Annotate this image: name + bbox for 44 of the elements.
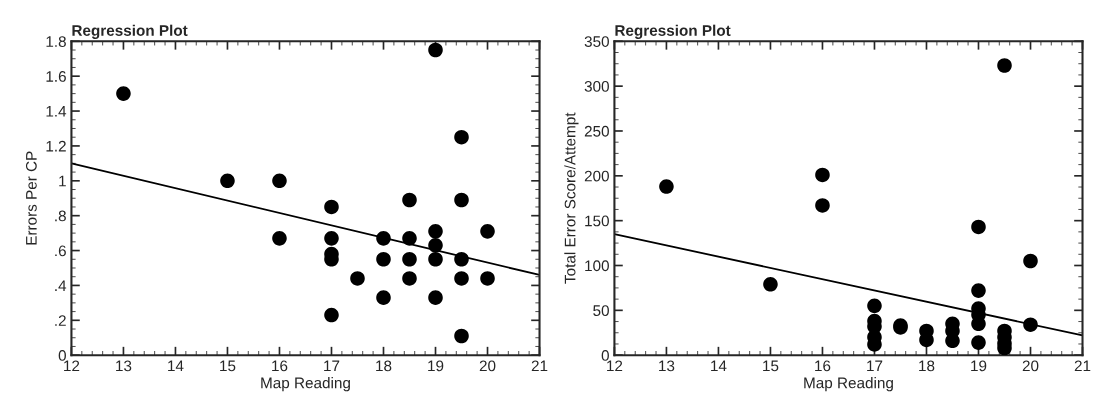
- x-tick-label: 14: [711, 360, 727, 372]
- x-tick-label: 20: [1022, 360, 1039, 372]
- y-tick-label: 0: [58, 350, 66, 361]
- x-tick-label: 19: [428, 360, 444, 372]
- x-tick-label: 12: [607, 360, 623, 372]
- x-tick-label: 16: [272, 360, 288, 372]
- y-tick-label: 350: [584, 36, 609, 47]
- x-tick-label: 12: [64, 360, 80, 372]
- y-tick-label: 200: [584, 170, 609, 182]
- y-tick-label: .8: [55, 210, 66, 222]
- y-tick-label: 100: [585, 260, 609, 272]
- x-tick-label: 17: [324, 360, 340, 372]
- y-tick-label: 50: [593, 305, 609, 317]
- x-tick-label: 18: [919, 360, 935, 372]
- x-tick-label: 21: [1074, 360, 1091, 372]
- x-tick-label: 15: [220, 360, 236, 372]
- y-tick-label: 150: [585, 215, 609, 227]
- x-tick-label: 16: [815, 360, 831, 372]
- y-tick-label: .2: [55, 315, 66, 326]
- x-axis-title: Map Reading: [804, 377, 893, 392]
- y-tick-label: .6: [55, 245, 66, 257]
- y-tick-label: .4: [55, 280, 67, 291]
- y-tick-label: 1.4: [46, 106, 67, 117]
- y-tick-label: 0: [601, 350, 609, 361]
- chart-title: Regression Plot: [72, 24, 188, 39]
- y-axis-title: Total Error Score/Attempt: [564, 112, 579, 284]
- x-tick-label: 14: [168, 360, 184, 372]
- x-tick-label: 19: [971, 360, 987, 372]
- y-tick-label: 1.6: [46, 71, 66, 82]
- x-tick-label: 15: [763, 360, 779, 372]
- x-tick-label: 17: [867, 360, 883, 372]
- x-tick-label: 13: [116, 360, 132, 372]
- chart-title: Regression Plot: [615, 24, 731, 39]
- x-tick-label: 13: [659, 360, 675, 372]
- y-axis-title: Errors Per CP: [25, 151, 37, 245]
- y-tick-label: 300: [584, 81, 609, 92]
- x-tick-label: 18: [376, 360, 392, 372]
- y-tick-label: 1.8: [46, 36, 66, 47]
- x-axis-title: Map Reading: [261, 377, 350, 392]
- x-tick-label: 21: [531, 360, 548, 372]
- y-tick-label: 1: [59, 175, 66, 187]
- y-tick-label: 250: [584, 125, 609, 137]
- x-tick-label: 20: [479, 360, 496, 372]
- y-tick-label: 1.2: [46, 140, 66, 152]
